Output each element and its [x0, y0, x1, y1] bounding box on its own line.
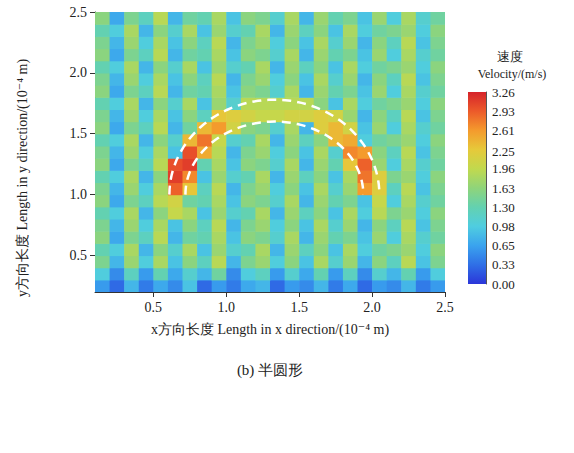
svg-text:0.5: 0.5 — [145, 300, 163, 315]
svg-text:2.0: 2.0 — [70, 65, 88, 80]
svg-text:2.61: 2.61 — [492, 123, 515, 138]
svg-text:0.98: 0.98 — [492, 219, 515, 234]
svg-text:0.33: 0.33 — [492, 257, 515, 272]
svg-text:1.0: 1.0 — [218, 300, 236, 315]
svg-text:0.5: 0.5 — [70, 248, 88, 263]
svg-text:2.5: 2.5 — [70, 5, 88, 20]
svg-text:1.5: 1.5 — [70, 126, 88, 141]
svg-text:1.0: 1.0 — [70, 187, 88, 202]
svg-text:1.30: 1.30 — [492, 200, 515, 215]
svg-text:2.25: 2.25 — [492, 144, 515, 159]
svg-text:y方向长度 Length in y direction/(1: y方向长度 Length in y direction/(10⁻⁴ m) — [15, 59, 31, 298]
svg-text:x方向长度 Length in x direction/(1: x方向长度 Length in x direction/(10⁻⁴ m) — [151, 322, 390, 338]
svg-text:(b) 半圆形: (b) 半圆形 — [237, 362, 303, 379]
svg-text:Velocity/(m/s): Velocity/(m/s) — [478, 67, 547, 81]
svg-text:速度: 速度 — [497, 49, 523, 64]
svg-text:3.26: 3.26 — [492, 85, 515, 100]
svg-text:1.96: 1.96 — [492, 161, 515, 176]
svg-text:1.5: 1.5 — [290, 300, 308, 315]
svg-text:0.65: 0.65 — [492, 238, 515, 253]
svg-text:1.63: 1.63 — [492, 181, 515, 196]
svg-text:2.0: 2.0 — [363, 300, 381, 315]
svg-text:2.5: 2.5 — [436, 300, 454, 315]
svg-text:0.00: 0.00 — [492, 277, 515, 292]
svg-text:2.93: 2.93 — [492, 104, 515, 119]
